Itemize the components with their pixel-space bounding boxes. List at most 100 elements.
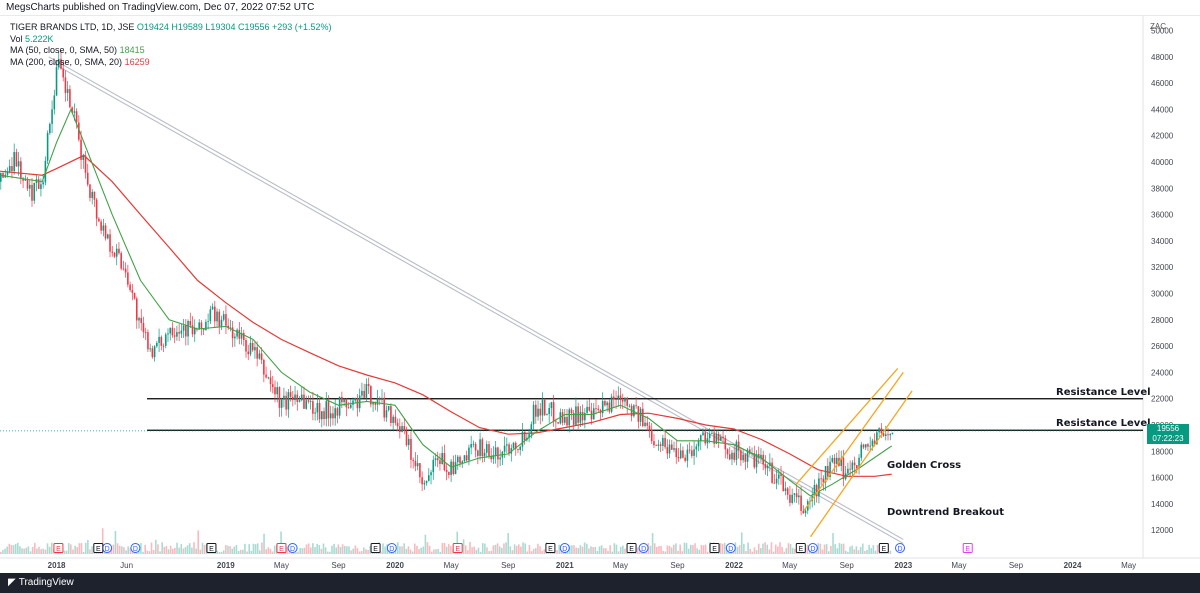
volume-bar [265, 549, 267, 554]
volume-bar [0, 551, 2, 554]
candle-body [472, 443, 475, 445]
volume-bar [297, 551, 299, 554]
candle-body [514, 442, 517, 449]
candle-body [517, 448, 519, 450]
volume-bar [789, 543, 792, 554]
symbol-name: TIGER BRANDS LTD, 1D, JSE [10, 22, 135, 32]
volume-bar [518, 544, 520, 554]
candle-body [537, 408, 539, 417]
time-tick-label: 2019 [217, 561, 235, 570]
candle-body [187, 321, 189, 337]
volume-bar [840, 543, 843, 554]
chart-grid [0, 16, 1200, 573]
candle-body [37, 179, 40, 189]
volume-bar [830, 545, 832, 554]
volume-bar [193, 542, 195, 554]
candle-body [664, 437, 666, 448]
candle-body [64, 77, 67, 93]
legend-ma200-row[interactable]: MA (200, close, 0, SMA, 20) 16259 [10, 57, 332, 69]
volume-bar [356, 548, 359, 554]
candle-body [827, 466, 829, 477]
candle-body [129, 284, 131, 291]
candle-body [57, 58, 60, 68]
candle-body [430, 472, 432, 476]
volume-bar [409, 549, 412, 554]
candle-body [260, 353, 263, 360]
volume-bar [785, 548, 788, 554]
candle-body [267, 377, 270, 379]
volume-bar [838, 543, 841, 554]
volume-bar [467, 550, 469, 554]
volume-bar [116, 543, 119, 554]
candle-body [833, 457, 836, 464]
dividend-marker [287, 543, 298, 553]
volume-bar [280, 531, 282, 554]
price-axis-background [1143, 16, 1200, 573]
candle-body [463, 455, 466, 462]
volume-bar [286, 546, 289, 554]
volume-bar [74, 545, 76, 554]
volume-bar [335, 547, 338, 554]
volume-bar [505, 542, 507, 554]
candle-body [454, 462, 457, 475]
candle-body [858, 457, 860, 469]
volume-bar [411, 551, 414, 554]
downtrend-breakout-label[interactable]: Downtrend Breakout [887, 507, 1005, 518]
candle-body [847, 468, 849, 474]
volume-bar [679, 544, 681, 554]
resistance-label-upper[interactable]: Resistance Level [1056, 387, 1151, 398]
volume-bar [197, 530, 200, 554]
candle-body [541, 399, 544, 416]
volume-bar [450, 545, 452, 554]
volume-bar [159, 551, 161, 554]
volume-bar [513, 544, 516, 554]
dividend-marker [559, 543, 570, 553]
candle-body [459, 456, 461, 464]
legend-ma50-row[interactable]: MA (50, close, 0, SMA, 50) 18415 [10, 45, 332, 57]
candle-body [744, 454, 747, 462]
candle-body [71, 107, 73, 113]
candle-body [312, 401, 314, 414]
volume-bar [706, 551, 709, 554]
candle-body [626, 397, 629, 406]
candle-body [793, 493, 796, 495]
candle-body [601, 401, 604, 414]
candle-body [274, 387, 276, 395]
candle-body [240, 332, 243, 339]
earnings-marker [709, 543, 720, 553]
volume-bar [721, 543, 724, 554]
candle-body [160, 336, 163, 346]
candle-body [298, 400, 301, 402]
volume-bar [407, 546, 410, 554]
tradingview-logo[interactable]: ◤ TradingView [8, 577, 74, 589]
candle-body [135, 298, 138, 321]
candle-body [307, 400, 310, 402]
price-chart[interactable]: E DE D E E D E D E E D E D E D E D E D E 120001400016000180… [0, 16, 1200, 573]
candle-body [287, 392, 290, 410]
candle-body [254, 347, 256, 351]
candle-body [563, 416, 566, 423]
candle-body [338, 396, 341, 416]
legend-symbol-row[interactable]: TIGER BRANDS LTD, 1D, JSE O19424 H19589 … [10, 22, 332, 34]
golden-cross-label[interactable]: Golden Cross [887, 460, 962, 471]
candle-body [699, 435, 702, 441]
volume-bar [689, 544, 692, 554]
volume-bar [430, 551, 433, 554]
resistance-label-lower[interactable]: Resistance Level [1056, 418, 1151, 429]
volume-bar [127, 546, 129, 554]
volume-bar [849, 546, 851, 554]
volume-bar [539, 546, 541, 554]
time-tick-label: 2020 [386, 561, 404, 570]
volume-bar [503, 543, 505, 554]
legend-volume-row[interactable]: Vol 5.222K [10, 34, 332, 46]
candle-body [113, 252, 116, 257]
candle-body [323, 411, 325, 419]
candle-body [613, 396, 615, 400]
candle-body [713, 433, 715, 444]
candle-body [552, 402, 555, 422]
volume-bar [702, 545, 705, 554]
event-letter: E [373, 546, 378, 553]
candle-body [229, 327, 232, 329]
ma200-path [0, 154, 892, 477]
volume-bar [121, 546, 123, 554]
